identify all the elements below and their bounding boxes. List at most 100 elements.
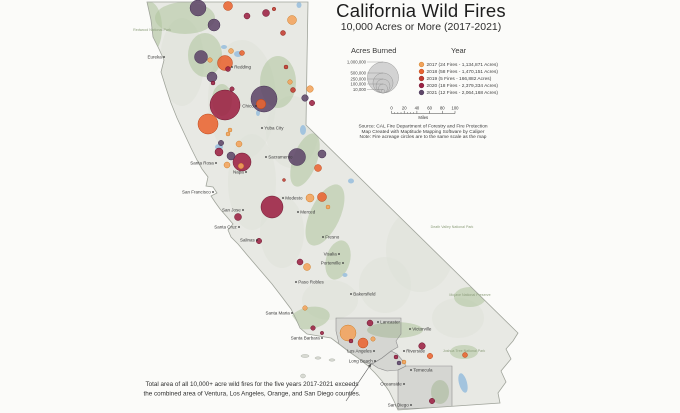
source-line: Note: Fire acreage circles are to the sa… [360, 134, 487, 140]
lake [342, 273, 348, 277]
city-label: Santa Maria [266, 311, 291, 316]
island [328, 358, 336, 362]
caption-line: Total area of all 10,000+ acre wild fire… [146, 381, 359, 388]
page-subtitle: 10,000 Acres or More (2017-2021) [340, 21, 502, 33]
fire-circle-2020 [310, 325, 316, 331]
lake [458, 373, 468, 393]
forest-area [305, 184, 345, 246]
legend-year-label: 2018 (58 Fires - 1,470,151 Acres) [427, 69, 499, 75]
fire-circle-2017 [227, 127, 233, 133]
fire-circle-2020 [210, 80, 216, 86]
lake [300, 125, 306, 135]
city-dot [373, 350, 375, 352]
fire-circle-2018 [317, 192, 327, 202]
island [300, 373, 306, 379]
city-dot [321, 337, 323, 339]
city-label: Lancaster [380, 320, 400, 325]
fire-circle-2020 [348, 338, 354, 344]
fire-circle-2018 [197, 113, 219, 135]
park-label: Joshua Tree National Park [443, 349, 486, 353]
city-dot [374, 360, 376, 362]
scalebar-tick-label: 40 [415, 106, 420, 111]
city-dot [403, 383, 405, 385]
city-dot [410, 404, 412, 406]
city-dot [410, 369, 412, 371]
forest-area [290, 306, 330, 330]
fire-circle-2020 [296, 258, 304, 266]
legend-size-label: 100,000 [350, 82, 366, 87]
park-label: Death Valley National Park [431, 225, 474, 229]
city-dot [338, 253, 340, 255]
forest-area [431, 380, 449, 404]
fire-circle-2020 [234, 213, 242, 221]
city-dot [342, 262, 344, 264]
city-label: Yuba City [264, 126, 284, 131]
city-dot [403, 350, 405, 352]
city-label: Redding [234, 65, 251, 70]
legend-year-label: 2017 (24 Fires - 1,134,871 Acres) [427, 62, 499, 68]
city-label: Santa Barbara [291, 336, 321, 341]
fire-circle-2017 [228, 48, 234, 54]
fire-circle-2019 [271, 6, 277, 12]
city-label: Victorville [412, 327, 432, 332]
fire-circle-2021 [317, 149, 327, 159]
fire-circle-2021 [301, 94, 309, 102]
fire-circle-2021 [226, 151, 236, 161]
fire-circle-2017 [325, 204, 331, 210]
terrain-patch [359, 257, 411, 313]
legend-size-label: 500,000 [350, 71, 366, 76]
fire-circle-2017 [305, 193, 315, 203]
fire-circle-2017 [235, 140, 243, 148]
fire-circle-2021 [396, 360, 402, 366]
fire-circle-2017 [207, 57, 213, 63]
fire-circle-2020 [429, 398, 435, 404]
city-label: Modesto [285, 196, 303, 201]
city-dot [322, 236, 324, 238]
city-label: Chico [242, 104, 254, 109]
city-dot [295, 281, 297, 283]
fire-circle-2021 [189, 0, 207, 17]
fire-circle-2020 [225, 66, 231, 72]
fire-circle-2021 [207, 18, 221, 32]
city-dot [377, 321, 379, 323]
caption-arrowhead [367, 363, 372, 368]
park-label: Mojave National Preserve [449, 293, 490, 297]
city-label: Riverside [406, 349, 425, 354]
island [314, 356, 322, 360]
scalebar-tick-label: 20 [402, 106, 407, 111]
scalebar-tick-label: 0 [390, 106, 393, 111]
city-dot [409, 328, 411, 330]
fire-circle-2017 [401, 359, 407, 365]
city-dot [297, 211, 299, 213]
park-label: Redwood National Park [133, 28, 171, 32]
fire-circle-2018 [255, 98, 267, 110]
forest-area [367, 322, 423, 338]
fire-circle-2017 [225, 131, 231, 137]
fire-circle-2020 [320, 331, 324, 335]
fire-circle-2017 [287, 15, 297, 25]
fire-circle-2020 [209, 89, 241, 121]
legend-size-label: 250,000 [350, 77, 366, 82]
lake [221, 45, 227, 49]
forest-area [450, 345, 478, 359]
fire-circle-2017 [370, 336, 376, 342]
fire-circle-2021 [250, 85, 278, 113]
city-label: San Francisco [182, 190, 211, 195]
fire-circle-2020 [366, 319, 374, 327]
forest-area [325, 240, 351, 280]
fire-circle-2017 [339, 324, 357, 342]
scalebar-unit: Miles [418, 115, 428, 120]
fire-circle-2021 [194, 50, 208, 64]
city-label: Oceanside [380, 382, 402, 387]
fire-circle-2020 [229, 86, 235, 92]
fire-circle-2017 [302, 305, 308, 311]
legend-year-dot [418, 61, 425, 68]
island [300, 354, 310, 358]
fire-circle-2021 [288, 148, 306, 166]
city-label: San Diego [388, 403, 410, 408]
city-dot [256, 239, 258, 241]
city-label: Paso Robles [298, 280, 324, 285]
fire-circle-2020 [260, 195, 284, 219]
fire-circle-2020 [393, 354, 399, 360]
